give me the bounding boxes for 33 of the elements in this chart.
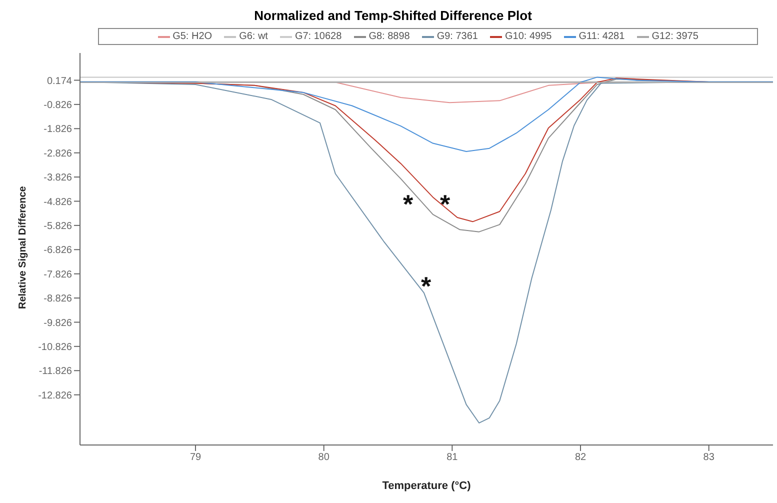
annotation: * <box>440 189 450 219</box>
legend-label: G10: 4995 <box>505 31 552 42</box>
x-tick-label: 79 <box>190 452 202 464</box>
y-tick-label: -4.826 <box>44 196 72 208</box>
y-tick-label: -5.826 <box>44 220 72 232</box>
x-tick-label: 82 <box>574 452 586 464</box>
y-tick-label: 0.174 <box>46 76 72 87</box>
y-tick-label: -2.826 <box>44 148 72 160</box>
legend-label: G7: 10628 <box>294 31 342 42</box>
legend-label: G8: 8898 <box>368 31 410 42</box>
y-tick-label: -11.826 <box>38 366 72 378</box>
legend-label: G11: 4281 <box>578 31 625 42</box>
y-tick-label: -9.826 <box>44 318 72 329</box>
chart-title: Normalized and Temp-Shifted Difference Plot <box>253 8 533 23</box>
y-tick-label: -0.826 <box>44 100 72 111</box>
y-tick-label: -3.826 <box>44 172 72 184</box>
x-tick-label: 80 <box>318 452 330 464</box>
x-axis-title: Temperature (°C) <box>382 480 472 492</box>
legend-label: G6: wt <box>239 31 268 42</box>
legend-label: G12: 3975 <box>652 31 698 42</box>
x-tick-label: 83 <box>703 452 715 464</box>
y-tick-label: -6.826 <box>44 245 72 256</box>
y-tick-label: -10.826 <box>38 342 72 353</box>
y-tick-label: -12.826 <box>38 390 72 402</box>
annotation: * <box>403 189 414 219</box>
x-tick-label: 81 <box>446 452 458 464</box>
y-tick-label: -8.826 <box>44 294 72 305</box>
y-tick-label: -1.826 <box>44 124 72 136</box>
legend-label: G9: 7361 <box>436 31 478 42</box>
y-tick-label: -7.826 <box>44 269 72 280</box>
y-axis-title: Relative Signal Difference <box>18 186 29 309</box>
legend-label: G5: H2O <box>172 31 212 42</box>
annotation: * <box>421 271 432 301</box>
